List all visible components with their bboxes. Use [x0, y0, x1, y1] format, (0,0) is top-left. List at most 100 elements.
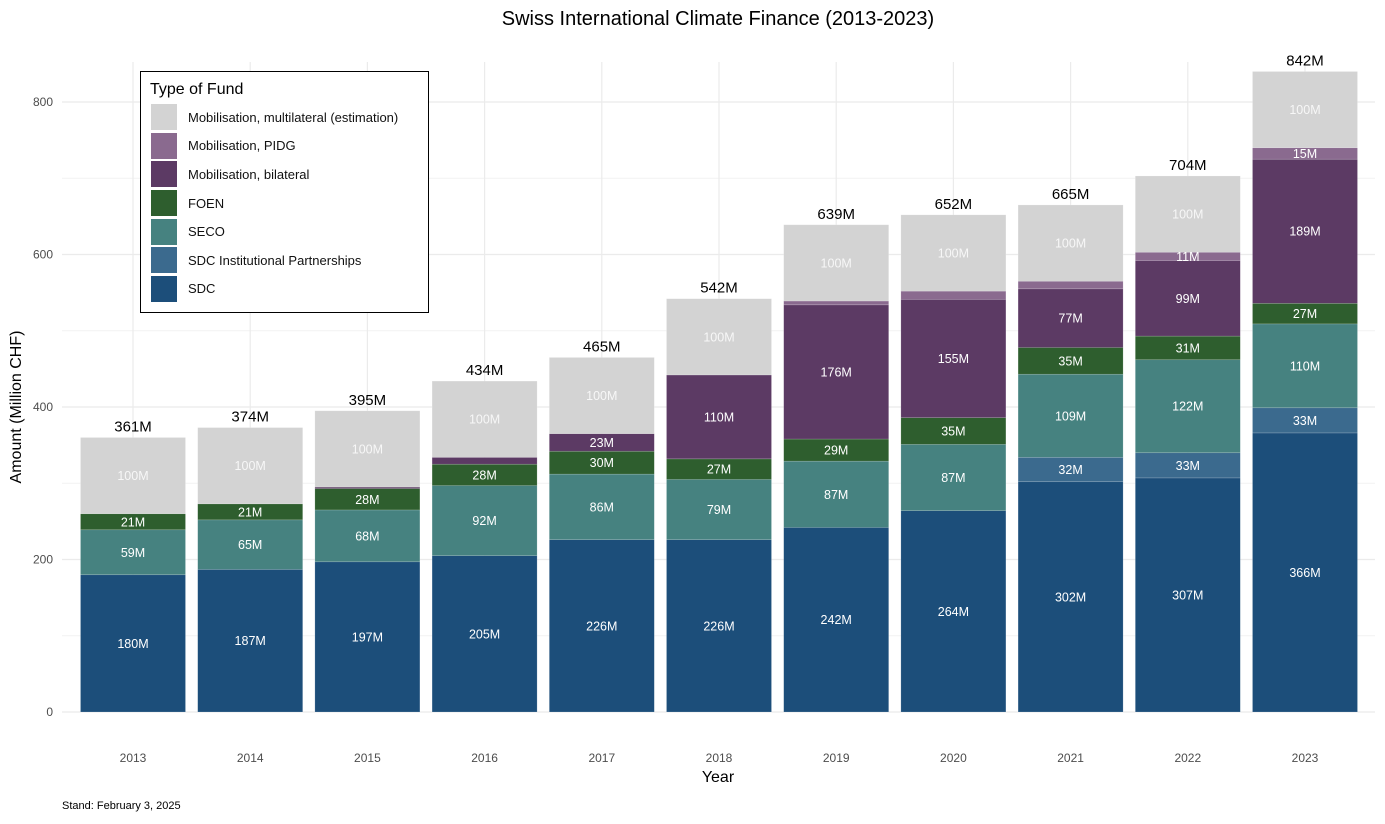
bar-segment [548, 473, 655, 540]
segment-label: 21M [121, 515, 145, 529]
bar-segment [900, 214, 1007, 292]
x-tick-label: 2021 [1057, 751, 1084, 765]
bar-segment [900, 299, 1007, 418]
bar-segment [431, 457, 538, 465]
total-label: 434M [466, 362, 504, 379]
segment-label: 242M [821, 613, 852, 627]
segment-label: 32M [1058, 463, 1082, 477]
total-label: 374M [231, 409, 269, 426]
segment-label: 100M [117, 469, 148, 483]
y-tick-label: 600 [33, 248, 53, 262]
x-tick-label: 2013 [120, 751, 147, 765]
bar-segment [1252, 323, 1358, 409]
bar-segment [80, 529, 186, 576]
segment-label: 176M [821, 365, 852, 379]
x-tick-label: 2019 [823, 751, 850, 765]
segment-label: 65M [238, 538, 262, 552]
segment-label: 100M [703, 330, 734, 344]
total-label: 465M [583, 338, 621, 355]
segment-label: 68M [355, 529, 379, 543]
x-tick-label: 2020 [940, 751, 967, 765]
bar-segment [431, 485, 538, 556]
bar-segment [431, 555, 538, 713]
y-axis-label: Amount (Million CHF) [8, 331, 25, 484]
bar-segment [666, 479, 772, 540]
x-tick-label: 2015 [354, 751, 381, 765]
segment-label: 27M [707, 463, 731, 477]
legend-label: SDC Institutional Partnerships [188, 252, 362, 268]
bar-segment [1017, 280, 1124, 290]
bar-segment [314, 410, 421, 488]
legend-item: SDC [151, 275, 428, 304]
segment-label: 87M [941, 471, 965, 485]
segment-label: 100M [1172, 208, 1203, 222]
bar-segment [1252, 432, 1358, 713]
segment-label: 33M [1293, 414, 1317, 428]
bar-segment [1252, 71, 1358, 149]
total-label: 842M [1286, 53, 1324, 70]
bar-segment [900, 417, 1007, 445]
legend-item: SECO [151, 217, 428, 246]
segment-label: 180M [117, 637, 148, 651]
segment-label: 35M [941, 425, 965, 439]
bar-segment [548, 539, 655, 713]
segment-label: 226M [703, 619, 734, 633]
legend-swatch [151, 275, 177, 302]
segment-label: 92M [472, 514, 496, 528]
segment-label: 110M [704, 410, 734, 424]
bar-segment [900, 510, 1007, 713]
legend-label: Mobilisation, bilateral [188, 166, 310, 182]
segment-label: 11M [1176, 250, 1199, 264]
segment-label: 226M [586, 619, 617, 633]
bar-segment [783, 460, 890, 528]
segment-label: 189M [1289, 225, 1320, 239]
segment-label: 23M [590, 436, 614, 450]
caption: Stand: February 3, 2025 [62, 800, 181, 812]
segment-label: 28M [355, 493, 379, 507]
y-tick-label: 0 [46, 705, 53, 719]
total-label: 665M [1052, 186, 1090, 203]
bar-segment [1135, 175, 1241, 253]
x-tick-label: 2023 [1292, 751, 1319, 765]
bar-segment [197, 519, 303, 570]
bar-segment [1017, 373, 1124, 458]
segment-label: 109M [1055, 409, 1086, 423]
bar-segment [314, 561, 421, 713]
segment-label: 155M [938, 352, 969, 366]
segment-label: 366M [1289, 566, 1320, 580]
segment-label: 99M [1176, 292, 1200, 306]
legend-label: FOEN [188, 195, 225, 211]
bar-segment [1017, 288, 1124, 348]
segment-label: 27M [1293, 307, 1317, 321]
bar-segment [80, 574, 186, 713]
bar-segment [783, 224, 890, 302]
bar-segment [1135, 260, 1241, 337]
bar-segment [783, 527, 890, 713]
bar-segment [666, 374, 772, 460]
bar-segment [197, 427, 303, 505]
legend-swatch [151, 104, 177, 131]
segment-label: 302M [1055, 590, 1086, 604]
bar-segment [900, 290, 1007, 300]
bar-segment [1017, 481, 1124, 713]
x-axis-label: Year [702, 769, 735, 786]
segment-label: 100M [938, 246, 969, 260]
legend-item: Mobilisation, multilateral (estimation) [151, 103, 428, 132]
segment-label: 28M [472, 468, 496, 482]
bar-segment [783, 300, 890, 306]
segment-label: 21M [238, 505, 262, 519]
legend-item: Mobilisation, PIDG [151, 132, 428, 161]
bar-segment [548, 357, 655, 434]
legend-label: Mobilisation, multilateral (estimation) [188, 109, 399, 125]
bar-segment [1135, 452, 1241, 479]
bar-segment [900, 444, 1007, 511]
segment-label: 264M [938, 605, 969, 619]
legend-item: SDC Institutional Partnerships [151, 246, 428, 275]
total-label: 542M [700, 280, 738, 297]
bar-segment [666, 298, 772, 376]
x-tick-label: 2022 [1174, 751, 1201, 765]
segment-label: 205M [469, 627, 500, 641]
segment-label: 197M [352, 630, 383, 644]
bar-segment [1135, 477, 1241, 713]
